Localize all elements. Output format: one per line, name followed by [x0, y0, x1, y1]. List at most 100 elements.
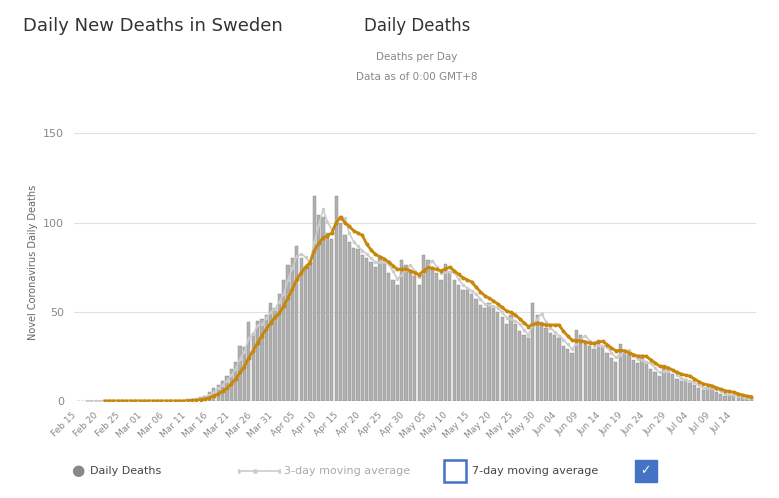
Bar — [719, 394, 722, 401]
Bar — [273, 308, 277, 401]
Bar — [225, 376, 228, 401]
Bar — [693, 385, 696, 401]
Bar — [492, 308, 495, 401]
Bar — [474, 299, 478, 401]
Bar — [531, 303, 534, 401]
Bar — [453, 280, 456, 401]
Bar — [483, 308, 486, 401]
Bar — [505, 324, 508, 401]
Bar — [260, 319, 263, 401]
Text: Daily Deaths: Daily Deaths — [364, 17, 470, 35]
Bar — [221, 381, 224, 401]
Bar — [444, 263, 447, 401]
Bar — [269, 303, 273, 401]
Bar — [217, 385, 220, 401]
Bar — [461, 290, 464, 401]
Bar — [470, 294, 474, 401]
Bar — [186, 399, 189, 401]
Bar — [431, 267, 434, 401]
Bar — [601, 348, 605, 401]
Bar — [300, 258, 303, 401]
Bar — [684, 379, 687, 401]
Bar — [322, 217, 325, 401]
Bar — [379, 258, 382, 401]
Bar — [640, 358, 643, 401]
Bar — [540, 322, 543, 401]
Bar — [535, 315, 539, 401]
Bar — [627, 355, 630, 401]
Bar — [557, 339, 561, 401]
Bar — [256, 321, 259, 401]
Bar — [295, 246, 298, 401]
Bar — [714, 392, 718, 401]
Bar — [632, 360, 635, 401]
Bar — [619, 344, 622, 401]
Bar — [496, 312, 499, 401]
Bar — [238, 346, 241, 401]
Bar — [387, 272, 390, 401]
Bar — [344, 235, 347, 401]
Bar — [724, 395, 727, 401]
Bar — [391, 280, 395, 401]
Bar — [570, 353, 574, 401]
Bar — [409, 271, 412, 401]
Bar — [208, 392, 211, 401]
Text: 7-day moving average: 7-day moving average — [472, 466, 598, 476]
Bar — [645, 364, 648, 401]
Bar — [435, 272, 439, 401]
Bar — [636, 364, 640, 401]
Bar — [605, 353, 608, 401]
Bar — [518, 331, 521, 401]
Bar — [212, 388, 216, 401]
Bar — [741, 397, 744, 401]
Bar — [203, 395, 206, 401]
Bar — [278, 294, 281, 401]
Bar — [588, 346, 591, 401]
Bar — [466, 288, 469, 401]
Bar — [488, 303, 491, 401]
Bar — [623, 351, 626, 401]
Bar — [523, 335, 526, 401]
Bar — [697, 388, 700, 401]
Bar — [728, 394, 731, 401]
Text: ●: ● — [71, 463, 85, 478]
Bar — [527, 339, 530, 401]
Bar — [746, 399, 749, 401]
Bar — [675, 379, 679, 401]
Bar — [649, 369, 652, 401]
Bar — [243, 348, 246, 401]
Y-axis label: Novel Coronavirus Daily Deaths: Novel Coronavirus Daily Deaths — [28, 185, 37, 340]
Bar — [575, 330, 578, 401]
Bar — [553, 335, 556, 401]
Bar — [312, 196, 316, 401]
Bar — [456, 285, 460, 401]
Bar — [501, 317, 504, 401]
Bar — [195, 399, 198, 401]
Bar — [657, 376, 661, 401]
Bar — [287, 265, 290, 401]
Bar — [562, 346, 565, 401]
Bar — [610, 358, 613, 401]
Bar — [671, 374, 675, 401]
Bar — [426, 260, 429, 401]
Bar — [662, 365, 665, 401]
Bar — [199, 397, 203, 401]
Bar — [422, 254, 425, 401]
Bar — [667, 371, 670, 401]
Bar — [509, 315, 513, 401]
Text: ✓: ✓ — [640, 464, 651, 477]
Text: Deaths per Day: Deaths per Day — [376, 52, 457, 62]
Bar — [548, 333, 552, 401]
Bar — [689, 383, 692, 401]
Text: Daily New Deaths in Sweden: Daily New Deaths in Sweden — [23, 17, 283, 35]
Bar — [326, 233, 329, 401]
Bar — [749, 397, 753, 401]
Bar — [282, 280, 285, 401]
Bar — [339, 223, 342, 401]
Bar — [710, 388, 714, 401]
Text: Daily Deaths: Daily Deaths — [90, 466, 160, 476]
Bar — [234, 362, 238, 401]
Bar — [614, 362, 618, 401]
Bar — [308, 263, 312, 401]
Bar — [247, 322, 250, 401]
